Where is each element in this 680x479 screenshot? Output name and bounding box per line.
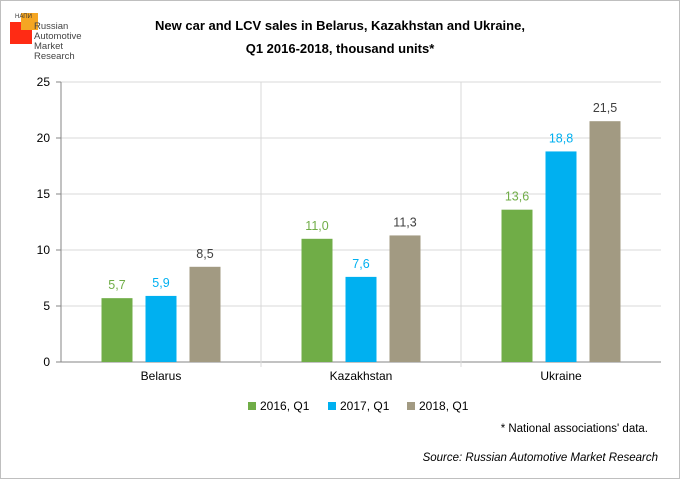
bar bbox=[101, 298, 133, 362]
bar bbox=[189, 266, 221, 362]
bar bbox=[545, 151, 577, 362]
legend-item-2017: 2017, Q1 bbox=[328, 399, 389, 413]
y-tick-label: 0 bbox=[43, 355, 50, 369]
y-tick-label: 25 bbox=[37, 75, 51, 89]
logo-line-4: Research bbox=[34, 51, 75, 62]
logo-abbr: НАПИ bbox=[15, 14, 32, 20]
y-tick-label: 10 bbox=[37, 243, 51, 257]
logo-orange-square bbox=[21, 13, 38, 30]
legend-label: 2016, Q1 bbox=[260, 399, 310, 413]
legend-label: 2018, Q1 bbox=[419, 399, 469, 413]
bar bbox=[145, 295, 177, 362]
legend-swatch bbox=[328, 402, 336, 410]
bar bbox=[589, 121, 621, 362]
x-tick-label: Belarus bbox=[141, 369, 182, 383]
x-tick-label: Kazakhstan bbox=[330, 369, 393, 383]
legend-swatch bbox=[407, 402, 415, 410]
legend-item-2016: 2016, Q1 bbox=[248, 399, 309, 413]
logo: НАПИ Russian Automotive Market Research bbox=[10, 10, 110, 74]
legend-swatch bbox=[248, 402, 256, 410]
data-label: 11,3 bbox=[393, 215, 416, 229]
data-label: 11,0 bbox=[305, 219, 328, 233]
bar bbox=[301, 238, 333, 362]
data-label: 21,5 bbox=[593, 101, 617, 115]
logo-line-3: Market bbox=[34, 41, 64, 52]
x-tick-label: Ukraine bbox=[540, 369, 582, 383]
bar bbox=[345, 276, 377, 362]
logo-line-2: Automotive bbox=[34, 31, 82, 42]
data-label: 8,5 bbox=[196, 247, 213, 261]
y-tick-label: 20 bbox=[37, 131, 51, 145]
data-label: 5,9 bbox=[152, 276, 169, 290]
bar bbox=[389, 235, 421, 362]
chart-title-line-2: Q1 2016-2018, thousand units* bbox=[245, 41, 435, 56]
footnote: * National associations' data. bbox=[500, 423, 648, 435]
data-label: 5,7 bbox=[108, 278, 125, 292]
y-tick-label: 5 bbox=[43, 299, 50, 313]
y-tick-label: 15 bbox=[37, 187, 51, 201]
bar bbox=[501, 209, 533, 362]
source-note: Source: Russian Automotive Market Resear… bbox=[422, 452, 658, 464]
data-label: 7,6 bbox=[352, 257, 369, 271]
logo-line-1: Russian bbox=[34, 21, 69, 32]
chart-title-line-1: New car and LCV sales in Belarus, Kazakh… bbox=[155, 18, 525, 33]
data-label: 18,8 bbox=[549, 131, 573, 145]
data-label: 13,6 bbox=[505, 190, 529, 204]
legend-label: 2017, Q1 bbox=[340, 399, 390, 413]
legend-item-2018: 2018, Q1 bbox=[407, 399, 468, 413]
